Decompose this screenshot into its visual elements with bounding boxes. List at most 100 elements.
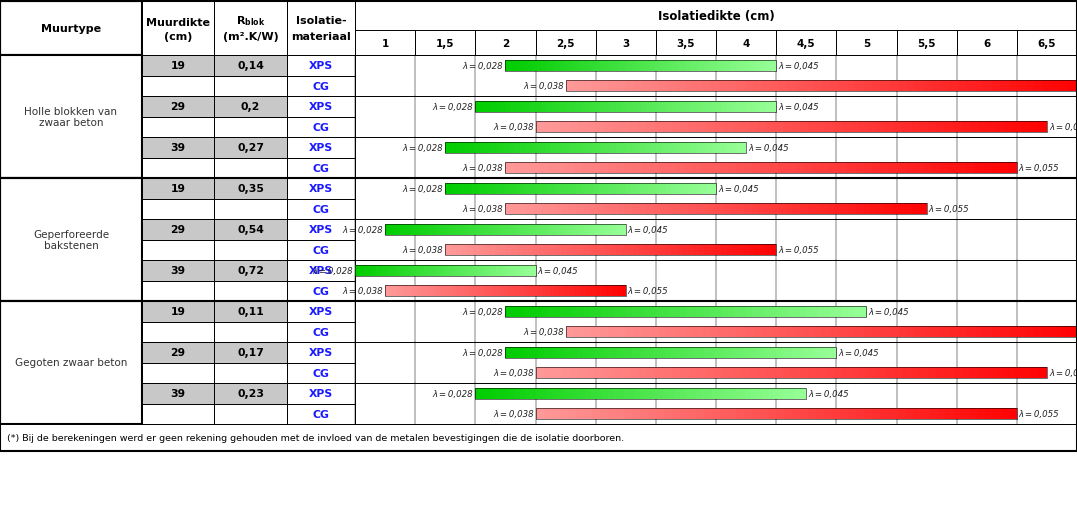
Bar	[881, 81, 890, 92]
Bar	[864, 81, 872, 92]
Bar	[571, 102, 576, 112]
Bar	[686, 142, 691, 154]
Bar	[531, 183, 535, 194]
Bar	[709, 204, 716, 215]
Bar	[501, 142, 505, 154]
Bar	[611, 204, 618, 215]
Bar	[535, 368, 544, 378]
Bar	[892, 204, 898, 215]
Bar	[646, 122, 655, 133]
Bar	[535, 31, 596, 56]
Bar	[842, 307, 849, 317]
Text: λ = 0,038: λ = 0,038	[523, 328, 563, 337]
Text: 39: 39	[170, 266, 185, 276]
Bar	[821, 163, 829, 174]
Text: λ = 0,038: λ = 0,038	[463, 164, 503, 173]
Bar	[397, 266, 401, 276]
Bar	[641, 61, 645, 71]
Bar	[842, 204, 850, 215]
Bar	[847, 81, 855, 92]
Bar	[671, 142, 676, 154]
Bar	[800, 122, 809, 133]
Bar	[779, 163, 787, 174]
Text: (m².K/W): (m².K/W)	[223, 32, 278, 42]
Bar	[286, 2, 355, 56]
Text: XPS: XPS	[309, 307, 333, 317]
Bar	[962, 122, 970, 133]
Bar	[600, 327, 609, 337]
Bar	[0, 2, 1077, 450]
Bar	[754, 347, 759, 358]
Bar	[477, 286, 481, 296]
Bar	[795, 163, 803, 174]
Bar	[572, 347, 577, 358]
Bar	[970, 368, 979, 378]
Bar	[610, 286, 614, 296]
Bar	[142, 199, 214, 220]
Bar	[467, 183, 473, 194]
Bar	[949, 163, 957, 174]
Bar	[589, 204, 597, 215]
Text: λ = 0,045: λ = 0,045	[868, 307, 909, 316]
Bar	[621, 225, 626, 235]
Bar	[367, 266, 370, 276]
Bar	[940, 327, 949, 337]
Text: CG: CG	[312, 368, 330, 378]
Bar	[666, 142, 671, 154]
Bar	[644, 307, 649, 317]
Bar	[616, 163, 625, 174]
Bar	[822, 204, 828, 215]
Bar	[894, 368, 903, 378]
Bar	[577, 307, 584, 317]
Text: 2: 2	[502, 39, 509, 48]
Bar	[214, 220, 286, 240]
Bar	[535, 409, 544, 419]
Bar	[722, 61, 727, 71]
Bar	[912, 204, 920, 215]
Bar	[991, 163, 999, 174]
Bar	[979, 122, 988, 133]
Bar	[397, 225, 402, 235]
Bar	[562, 183, 568, 194]
Bar	[651, 81, 659, 92]
Bar	[286, 138, 355, 158]
Bar	[433, 266, 436, 276]
Bar	[142, 179, 214, 199]
Bar	[521, 225, 526, 235]
Bar	[558, 388, 563, 399]
Bar	[214, 383, 286, 403]
Bar	[614, 225, 618, 235]
Bar	[924, 81, 933, 92]
Bar	[473, 225, 477, 235]
Bar	[730, 204, 737, 215]
Bar	[461, 225, 465, 235]
Bar	[513, 204, 519, 215]
Bar	[966, 327, 975, 337]
Bar	[449, 286, 453, 296]
Bar	[775, 347, 781, 358]
Bar	[640, 183, 644, 194]
Bar	[528, 61, 533, 71]
Text: 0,11: 0,11	[237, 307, 264, 317]
Text: λ = 0,045: λ = 0,045	[628, 225, 669, 234]
Bar	[458, 225, 461, 235]
Bar	[686, 307, 693, 317]
Bar	[620, 142, 626, 154]
Bar	[561, 225, 565, 235]
Bar	[546, 225, 549, 235]
Bar	[794, 204, 800, 215]
Bar	[540, 163, 548, 174]
Bar	[584, 307, 590, 317]
Bar	[517, 245, 522, 256]
Bar	[847, 327, 855, 337]
Bar	[533, 245, 540, 256]
Bar	[838, 327, 847, 337]
Bar	[721, 142, 726, 154]
Bar	[740, 388, 745, 399]
Bar	[712, 409, 721, 419]
Bar	[905, 409, 912, 419]
Bar	[214, 76, 286, 97]
Bar	[949, 327, 957, 337]
Bar	[808, 409, 816, 419]
Bar	[535, 122, 1047, 133]
